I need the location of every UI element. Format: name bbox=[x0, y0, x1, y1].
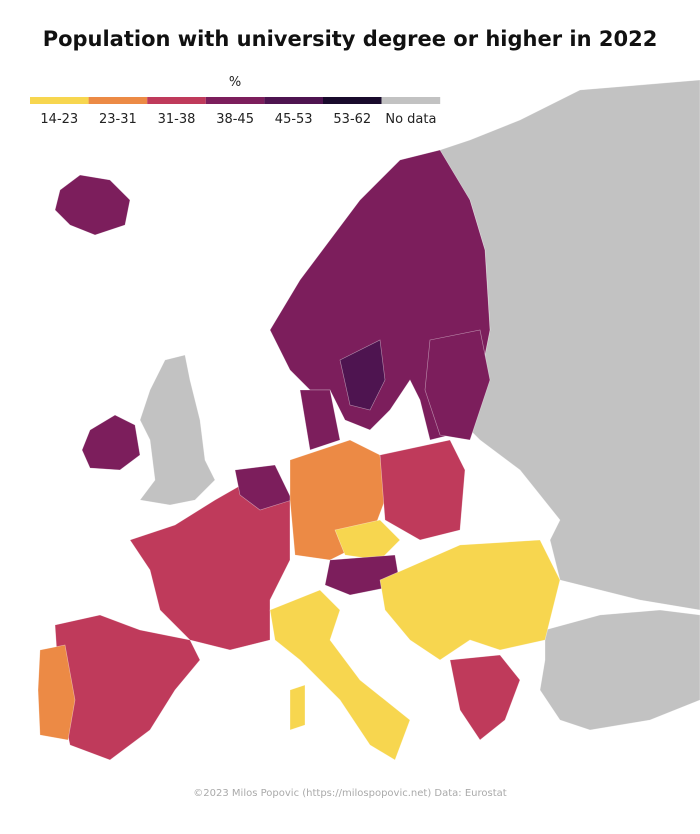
legend-swatch bbox=[30, 97, 89, 104]
region bbox=[234, 464, 293, 511]
legend: 14-23 23-31 31-38 38-45 45-53 53-62 No data bbox=[30, 97, 441, 127]
region bbox=[539, 609, 700, 731]
legend-swatch bbox=[323, 97, 382, 104]
region bbox=[334, 519, 401, 561]
region bbox=[129, 479, 291, 651]
caption: ©2023 Milos Popovic (https://milospopovi… bbox=[193, 788, 506, 799]
legend-label: No data bbox=[385, 112, 436, 127]
region bbox=[54, 614, 201, 761]
map bbox=[37, 79, 700, 761]
legend-label: 38-45 bbox=[216, 112, 254, 127]
region bbox=[299, 389, 341, 451]
region bbox=[269, 589, 411, 761]
region bbox=[54, 174, 131, 236]
region bbox=[139, 354, 216, 506]
legend-label: 31-38 bbox=[158, 112, 196, 127]
region bbox=[424, 329, 491, 441]
legend-swatch bbox=[264, 97, 323, 104]
legend-swatch bbox=[88, 97, 148, 104]
legend-label: 23-31 bbox=[99, 112, 137, 127]
region bbox=[289, 684, 306, 731]
legend-label: 53-62 bbox=[333, 112, 371, 127]
region bbox=[379, 539, 561, 661]
legend-swatch bbox=[147, 97, 206, 104]
legend-label: 45-53 bbox=[275, 112, 313, 127]
region bbox=[379, 439, 466, 541]
region bbox=[37, 644, 76, 741]
region bbox=[339, 339, 386, 411]
region bbox=[81, 414, 141, 471]
legend-swatch bbox=[205, 97, 265, 104]
map-title: Population with university degree or hig… bbox=[43, 27, 658, 51]
legend-title: % bbox=[229, 75, 241, 90]
legend-label: 14-23 bbox=[40, 112, 78, 127]
legend-swatch bbox=[381, 97, 441, 104]
region bbox=[449, 654, 521, 741]
